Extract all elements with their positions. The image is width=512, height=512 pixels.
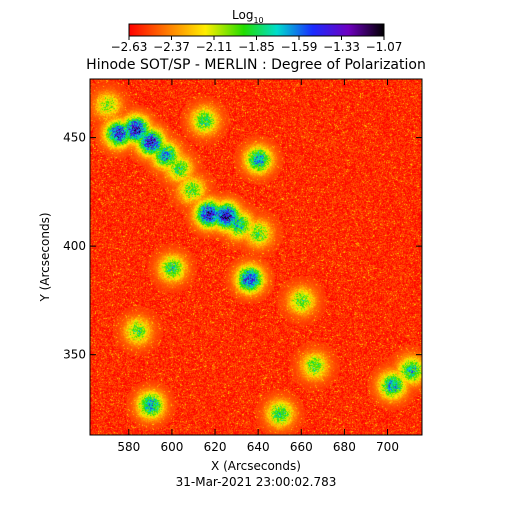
- colorbar-tick-label: −2.63: [111, 40, 148, 54]
- x-tick-label: 580: [117, 440, 140, 454]
- x-tick-label: 700: [376, 440, 399, 454]
- colorbar-tick-label: −1.85: [238, 40, 275, 54]
- x-tick-label: 680: [333, 440, 356, 454]
- y-axis: 350 400 450: [63, 131, 422, 362]
- chart-title: Hinode SOT/SP - MERLIN : Degree of Polar…: [86, 57, 426, 73]
- y-axis-label: Y (Arcseconds): [38, 212, 52, 302]
- heatmap-image: [90, 79, 422, 435]
- timestamp: 31-Mar-2021 23:00:02.783: [176, 475, 337, 489]
- x-tick-label: 660: [290, 440, 313, 454]
- colorbar-tick-label: −1.07: [366, 40, 403, 54]
- x-tick-label: 620: [204, 440, 227, 454]
- plot-frame: [89, 78, 423, 436]
- colorbar-tick-label: −1.59: [281, 40, 318, 54]
- x-axis-label: X (Arcseconds): [211, 459, 301, 473]
- colorbar-tick-label: −2.37: [153, 40, 190, 54]
- y-tick-label: 400: [63, 239, 86, 253]
- colorbar: [128, 23, 385, 37]
- y-tick-label: 450: [63, 131, 86, 145]
- x-axis: 580 600 620 640 660 680 700: [117, 79, 399, 454]
- colorbar-tick-label: −1.33: [323, 40, 360, 54]
- x-tick-label: 600: [160, 440, 183, 454]
- colorbar-ticks: −2.63 −2.37 −2.11 −1.85 −1.59 −1.33 −1.07: [111, 36, 403, 54]
- y-tick-label: 350: [63, 348, 86, 362]
- x-tick-label: 640: [247, 440, 270, 454]
- colorbar-label: Log10: [232, 8, 264, 25]
- colorbar-tick-label: −2.11: [196, 40, 233, 54]
- plot-area: [89, 78, 423, 436]
